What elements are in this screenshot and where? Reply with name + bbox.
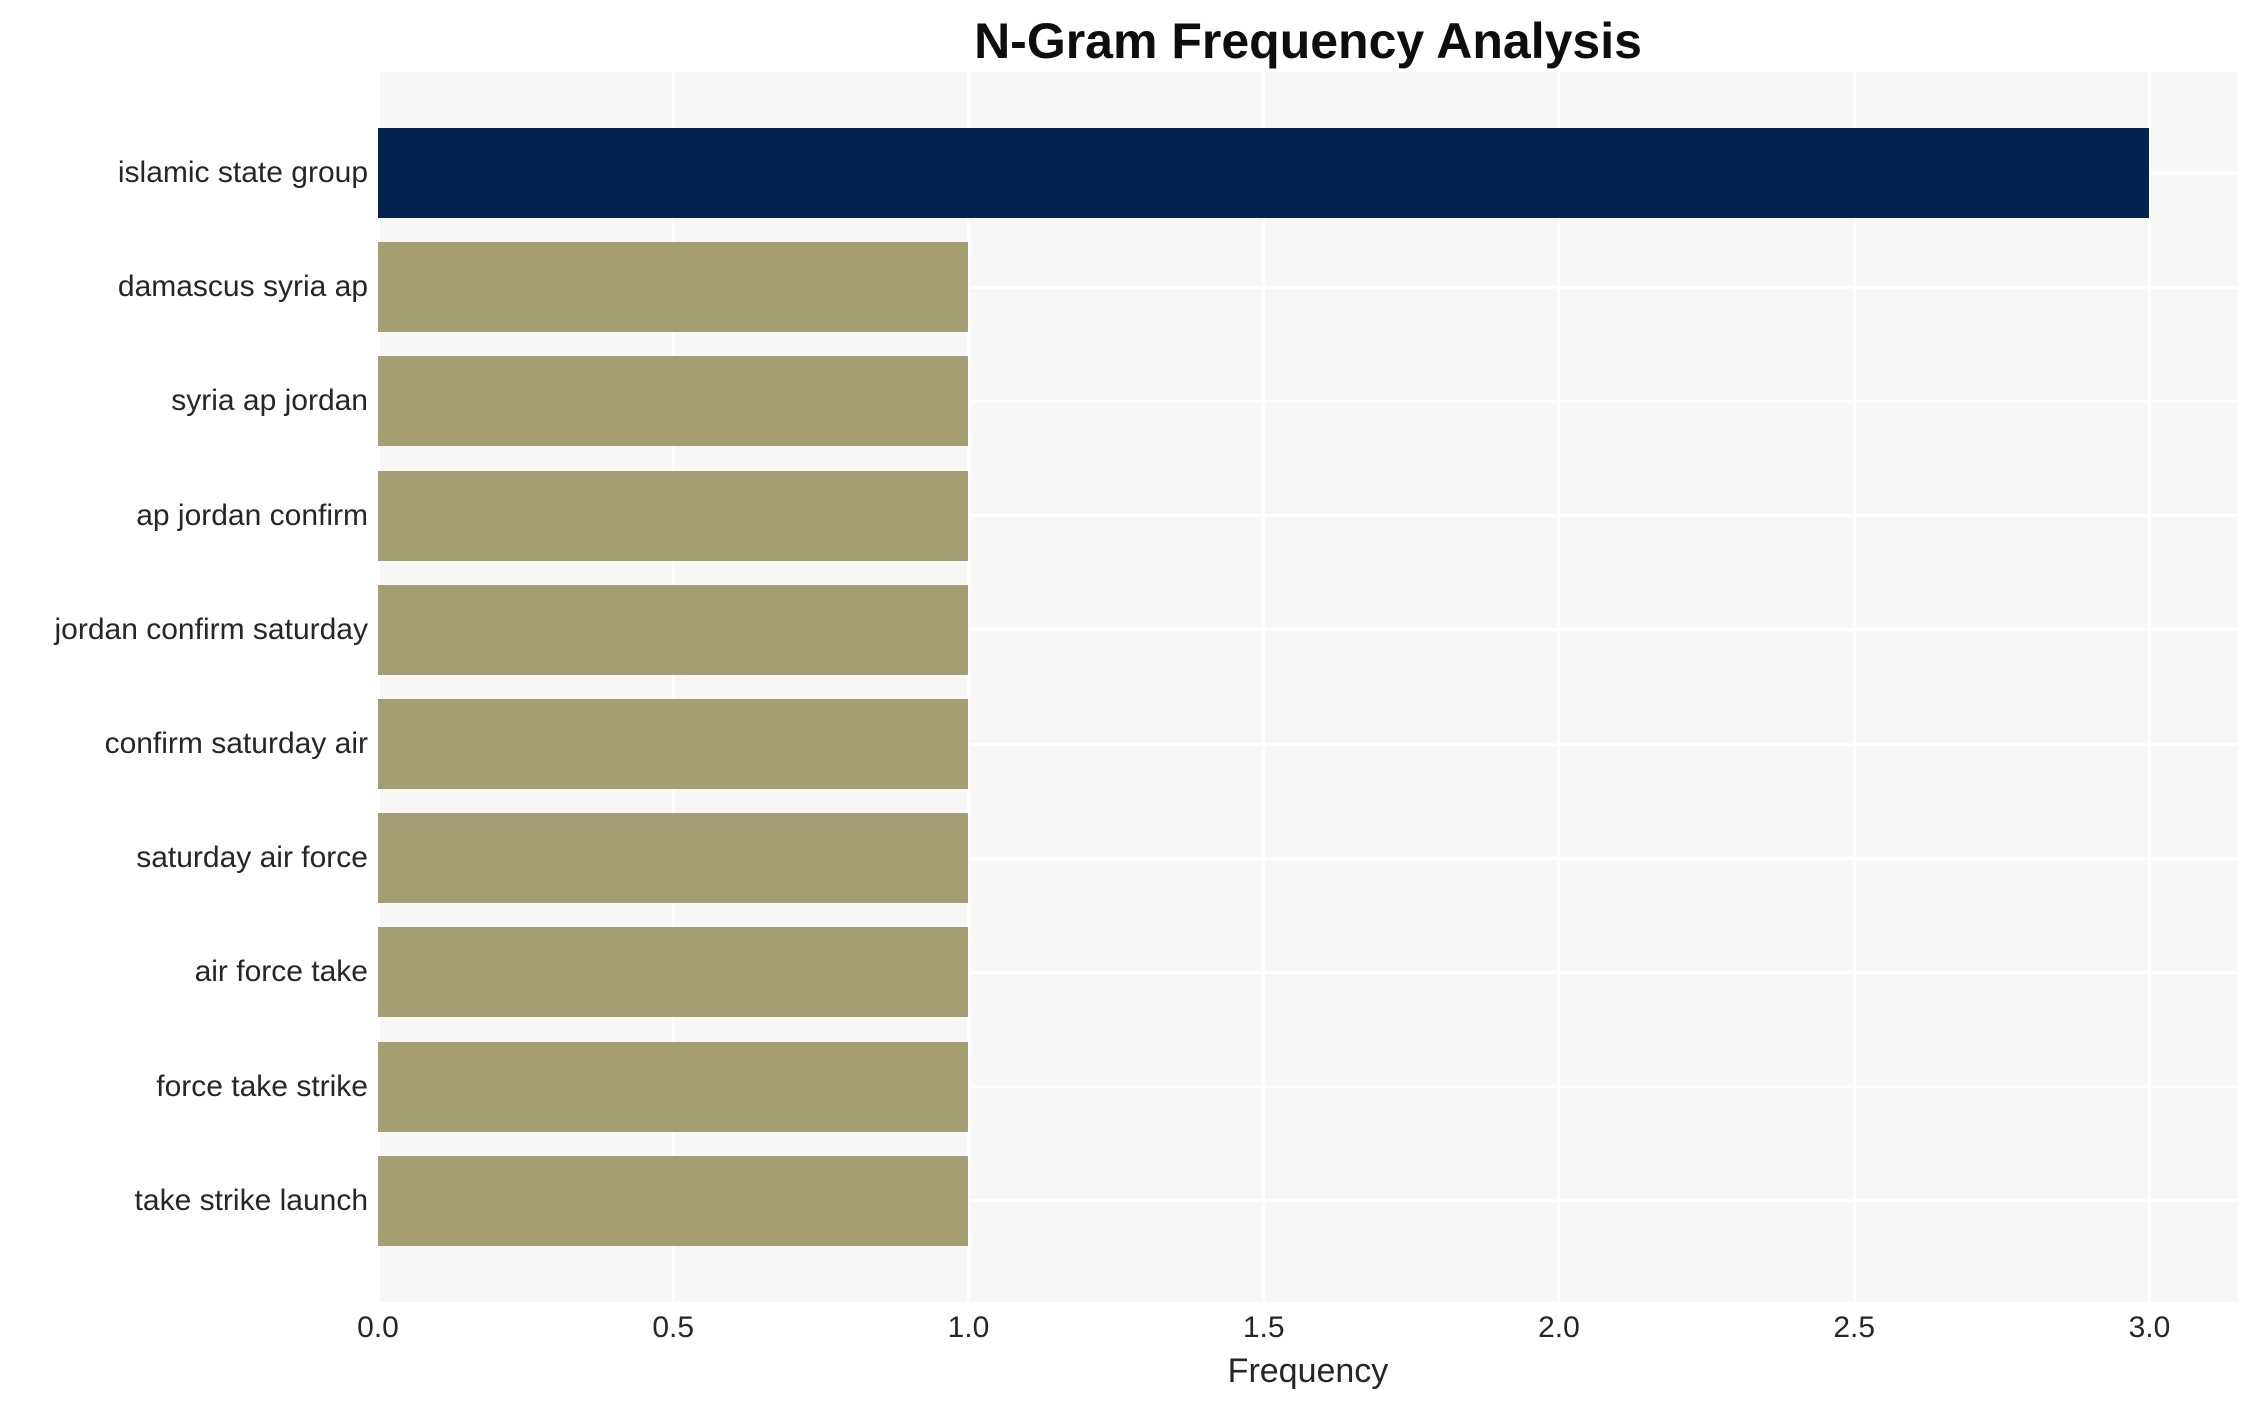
vertical-gridline — [671, 72, 675, 1302]
bar-row — [378, 1030, 2238, 1144]
bar — [378, 1041, 969, 1132]
vertical-gridline — [1557, 72, 1561, 1302]
bar-row — [378, 230, 2238, 344]
bar — [378, 699, 969, 790]
bar — [378, 356, 969, 447]
bars-layer — [378, 72, 2238, 1302]
y-axis-label: take strike launch — [134, 1183, 368, 1217]
horizontal-gridline — [378, 285, 2238, 289]
vertical-gridline — [376, 72, 380, 1302]
horizontal-gridline — [378, 742, 2238, 746]
x-tick-label: 2.5 — [1833, 1311, 1876, 1344]
x-axis-ticks: 0.0 0.5 1.0 1.5 2.0 2.5 3.0 — [0, 1311, 2257, 1351]
horizontal-gridline — [378, 514, 2238, 518]
bar-row — [378, 915, 2238, 1029]
y-axis-label: saturday air force — [136, 841, 368, 875]
bar-row — [378, 573, 2238, 687]
bar — [378, 128, 2150, 219]
bar-row — [378, 801, 2238, 915]
bar-row — [378, 1144, 2238, 1258]
vertical-gridline — [2147, 72, 2151, 1302]
horizontal-gridline — [378, 856, 2238, 860]
vertical-gridline — [1262, 72, 1266, 1302]
x-axis-title: Frequency — [1227, 1352, 1389, 1390]
bar — [378, 1155, 969, 1246]
horizontal-gridline — [378, 971, 2238, 974]
x-tick-label: 2.0 — [1538, 1311, 1580, 1344]
bar-row — [378, 687, 2238, 801]
x-tick-label: 1.0 — [947, 1311, 990, 1344]
vertical-gridline — [966, 72, 970, 1302]
y-axis-label: damascus syria ap — [117, 270, 368, 304]
bar — [378, 927, 969, 1018]
bar-row — [378, 344, 2238, 458]
chart-title: N-Gram Frequency Analysis — [974, 13, 1642, 69]
y-axis-label: islamic state group — [117, 156, 368, 190]
bar — [378, 813, 969, 904]
horizontal-gridline — [378, 628, 2238, 632]
y-axis-label: ap jordan confirm — [136, 498, 368, 532]
y-axis-labels: islamic state group damascus syria ap syri… — [0, 72, 368, 1302]
bar-row — [378, 459, 2238, 573]
horizontal-gridline — [378, 1199, 2238, 1203]
y-axis-label: confirm saturday air — [104, 727, 368, 761]
x-tick-label: 3.0 — [2128, 1311, 2171, 1344]
x-tick-label: 1.5 — [1242, 1311, 1285, 1344]
vertical-gridline — [1852, 72, 1856, 1302]
y-axis-label: syria ap jordan — [171, 384, 368, 418]
horizontal-gridline — [378, 1085, 2238, 1089]
horizontal-gridline — [378, 400, 2238, 403]
y-axis-label: jordan confirm saturday — [54, 612, 368, 646]
x-tick-label: 0.5 — [652, 1311, 695, 1344]
y-axis-label: force take strike — [156, 1069, 368, 1103]
x-tick-label: 0.0 — [357, 1311, 399, 1344]
bar — [378, 242, 969, 333]
bar — [378, 470, 969, 561]
bar — [378, 584, 969, 675]
bar-row — [378, 116, 2238, 230]
y-axis-label: air force take — [194, 955, 368, 989]
